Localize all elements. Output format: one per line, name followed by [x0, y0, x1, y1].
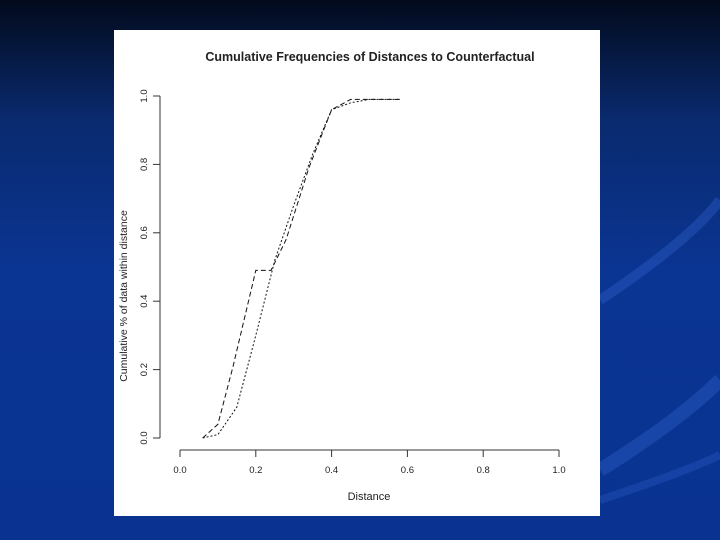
x-tick-label: 0.8	[477, 465, 490, 476]
series-1-line	[202, 98, 400, 439]
y-tick-label: 0.8	[139, 158, 150, 171]
x-tick-label: 0.4	[325, 465, 338, 476]
y-tick-label: 0.0	[139, 431, 150, 444]
x-tick-label: 1.0	[552, 465, 565, 476]
x-tick-label: 0.6	[401, 465, 414, 476]
y-axis-label: Cumulative % of data within distance	[118, 210, 130, 382]
y-tick-label: 0.4	[139, 295, 150, 308]
x-tick-label: 0.0	[173, 465, 186, 476]
cumulative-frequency-chart: Cumulative Frequencies of Distances to C…	[118, 50, 566, 503]
y-tick-label: 1.0	[139, 89, 150, 102]
x-axis-label: Distance	[348, 491, 391, 503]
y-tick-label: 0.6	[139, 226, 150, 239]
chart-title: Cumulative Frequencies of Distances to C…	[205, 50, 534, 64]
series-2-line	[202, 98, 400, 439]
x-tick-label: 0.2	[249, 465, 262, 476]
y-tick-label: 0.2	[139, 363, 150, 376]
chart-panel: Cumulative Frequencies of Distances to C…	[114, 30, 600, 516]
